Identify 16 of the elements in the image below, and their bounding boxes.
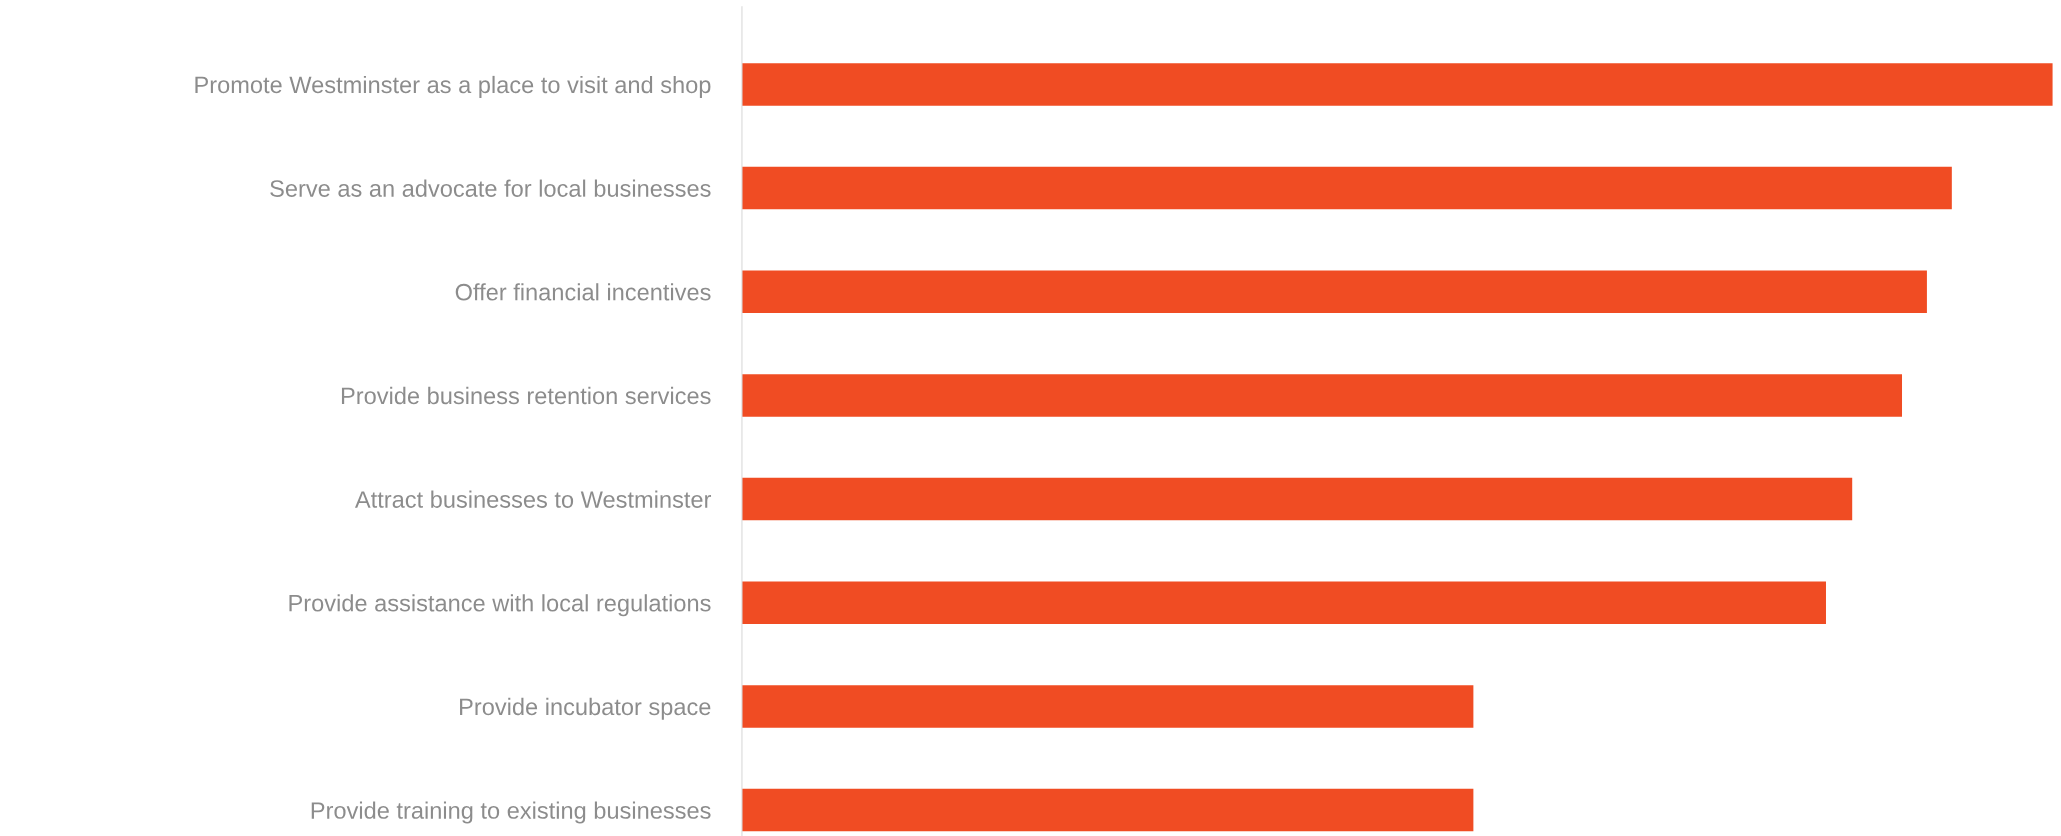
bar xyxy=(741,477,1853,521)
y-tick-label: Serve as an advocate for local businesses xyxy=(270,179,711,197)
y-tick-label: Offer financial incentives xyxy=(455,283,711,301)
y-tick-label: Provide assistance with local regulations xyxy=(289,594,711,617)
y-tick-label: Attract businesses to Westminster xyxy=(354,490,712,508)
bar xyxy=(741,166,1952,210)
bar xyxy=(741,685,1474,728)
y-tick-label: Promote Westminster as a place to visit and shop xyxy=(195,75,711,98)
bar xyxy=(741,63,2053,106)
y-tick-label: Provide incubator space xyxy=(460,697,711,720)
bar xyxy=(741,270,1927,314)
bar xyxy=(741,788,1474,832)
y-tick-label: Provide training to existing businesses xyxy=(311,801,711,824)
bar xyxy=(741,374,1903,417)
y-tick-label: Provide business retention services xyxy=(341,386,711,405)
bar xyxy=(741,581,1826,625)
